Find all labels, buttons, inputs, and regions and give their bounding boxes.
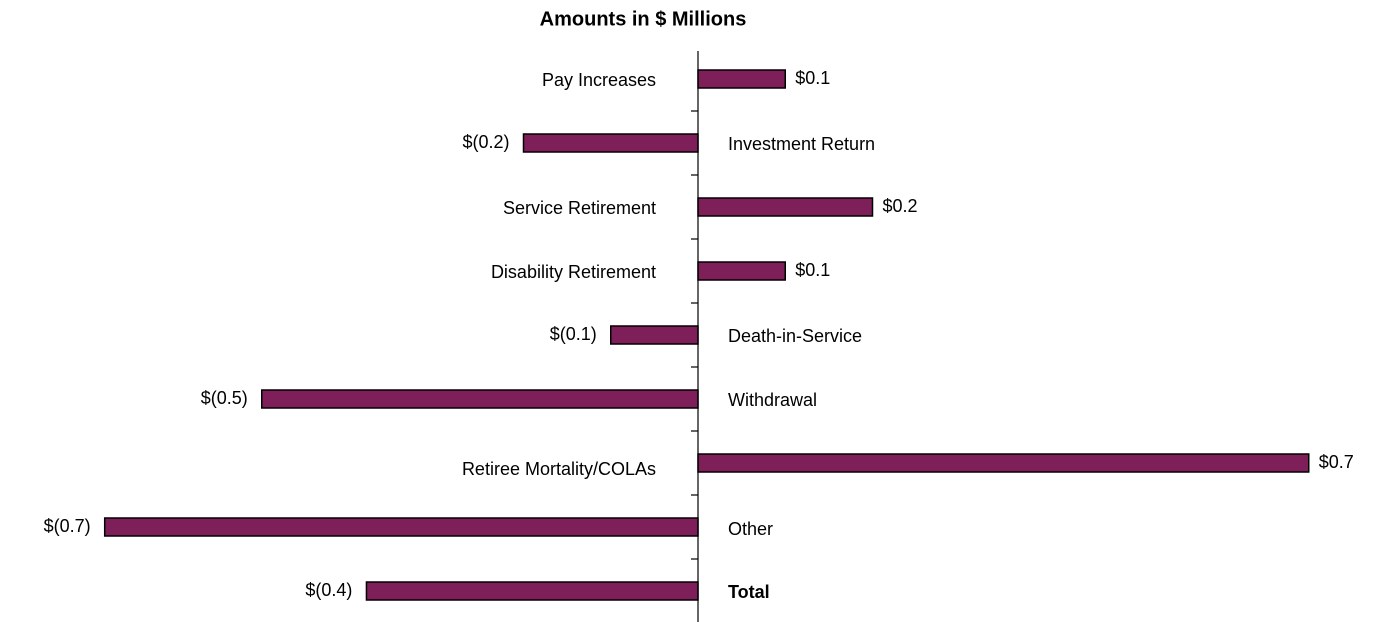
value-label: $(0.7) [44,516,91,536]
value-label: $(0.1) [550,324,597,344]
category-label: Investment Return [728,134,875,154]
value-label: $0.2 [883,196,918,216]
value-label: $0.7 [1319,452,1354,472]
category-label: Other [728,519,773,539]
value-label: $(0.2) [462,132,509,152]
category-label: Retiree Mortality/COLAs [462,459,656,479]
value-label: $0.1 [795,68,830,88]
chart-title: Amounts in $ Millions [540,8,747,30]
bar [522,133,699,153]
value-label: $0.1 [795,260,830,280]
value-label: $(0.4) [305,580,352,600]
bar [697,453,1310,473]
bar [261,389,699,409]
category-label: Service Retirement [503,198,656,218]
category-label: Death-in-Service [728,326,862,346]
value-label: $(0.5) [201,388,248,408]
bar [365,581,699,601]
bar [697,197,874,217]
category-label: Withdrawal [728,390,817,410]
bar [697,261,786,281]
category-label: Pay Increases [542,70,656,90]
category-label: Total [728,582,770,602]
category-label: Disability Retirement [491,262,656,282]
bar [697,69,786,89]
bar [103,517,699,537]
bar [610,325,699,345]
